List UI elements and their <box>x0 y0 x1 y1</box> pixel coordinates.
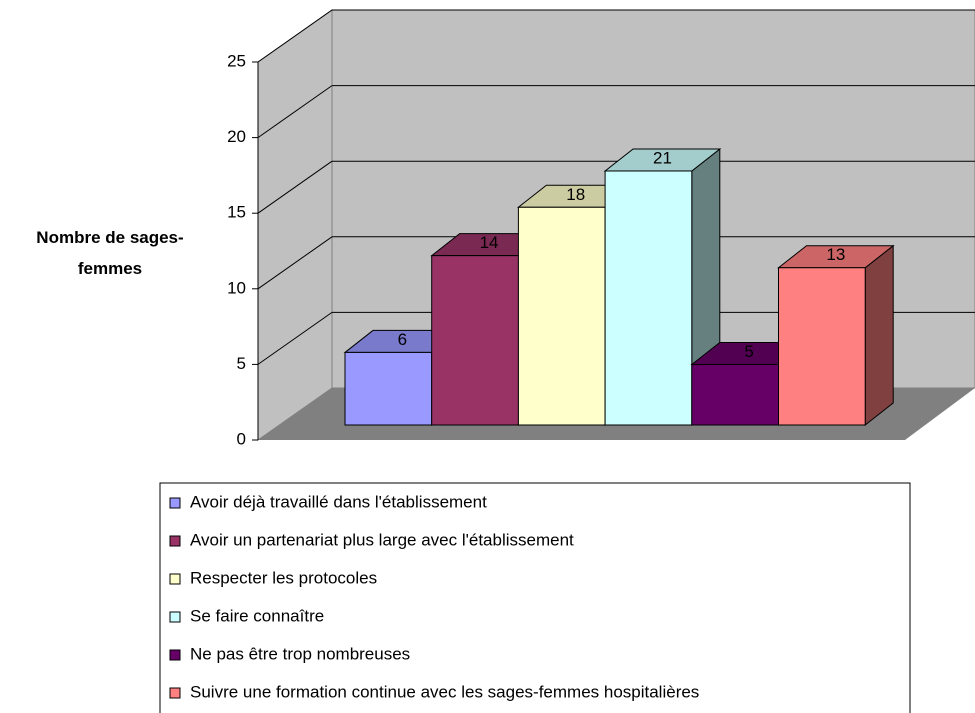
y-tick-label: 20 <box>227 127 246 146</box>
y-tick-label: 0 <box>237 429 246 448</box>
legend-swatch <box>169 573 181 585</box>
bar <box>431 255 519 426</box>
grid-line <box>257 236 333 290</box>
data-label: 6 <box>398 330 407 349</box>
bar <box>604 170 693 426</box>
legend-swatch <box>169 497 181 509</box>
y-tick-label: 10 <box>227 278 246 297</box>
legend-label: Ne pas être trop nombreuses <box>190 644 410 663</box>
legend <box>159 482 911 713</box>
grid-line <box>257 9 333 63</box>
y-axis-label: Nombre de sages-femmes <box>36 228 184 278</box>
legend-label: Avoir déjà travaillé dans l'établissemen… <box>190 492 487 511</box>
data-label: 18 <box>566 185 585 204</box>
grid-line <box>257 85 333 139</box>
legend-label: Suivre une formation continue avec les s… <box>190 682 699 701</box>
legend-label: Se faire connaître <box>190 606 324 625</box>
legend-swatch <box>169 611 181 623</box>
grid-line <box>257 311 333 365</box>
legend-swatch <box>169 649 181 661</box>
grid-line <box>257 160 333 214</box>
legend-swatch <box>169 687 181 699</box>
y-tick-label: 25 <box>227 51 246 70</box>
bar <box>344 351 433 426</box>
bar <box>778 267 866 426</box>
data-label: 5 <box>744 342 753 361</box>
legend-label: Avoir un partenariat plus large avec l'é… <box>190 530 574 549</box>
legend-label: Respecter les protocoles <box>190 568 377 587</box>
bar-side <box>864 244 894 427</box>
data-label: 14 <box>480 233 499 252</box>
data-label: 21 <box>653 148 672 167</box>
bar <box>691 364 779 426</box>
bar <box>517 206 606 426</box>
y-tick-label: 5 <box>237 354 246 373</box>
legend-swatch <box>169 535 181 547</box>
left-wall <box>257 9 333 441</box>
data-label: 13 <box>826 245 845 264</box>
y-tick-label: 15 <box>227 203 246 222</box>
